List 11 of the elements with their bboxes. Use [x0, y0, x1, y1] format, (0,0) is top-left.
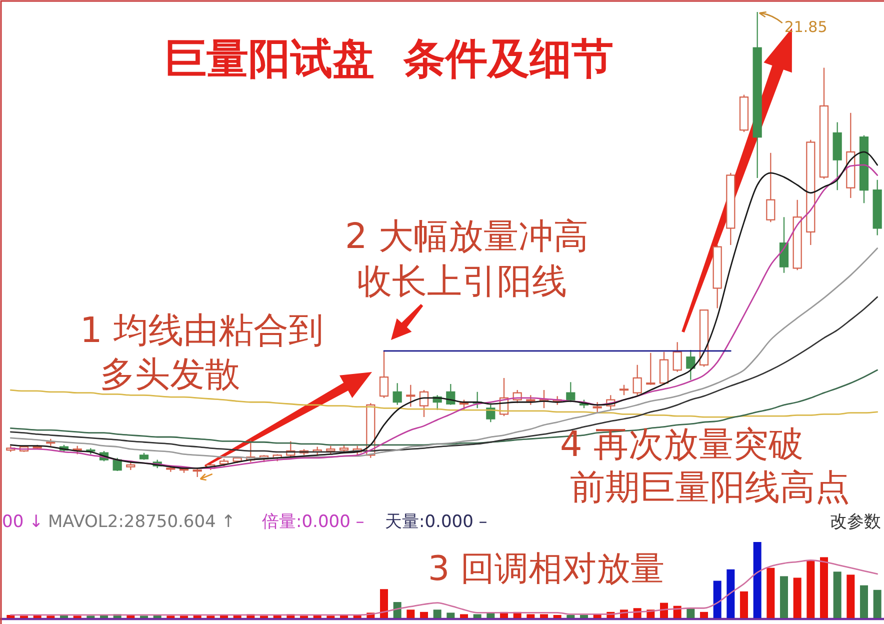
text: 倍量:0.000 –	[262, 512, 364, 532]
annotation: 2 大幅放量冲高收长上引阳线	[345, 217, 588, 302]
annotation: 21.85	[784, 18, 828, 36]
annotation: 3 回调相对放量	[428, 549, 664, 589]
annotation: 4 再次放量突破前期巨量阳线高点	[560, 425, 850, 508]
text: 改参数	[830, 512, 881, 532]
text: 天量:0.000 –	[385, 512, 488, 532]
text: 00 ↓	[2, 512, 44, 532]
text: MAVOL2:28750.604 ↑	[48, 512, 236, 532]
text: 巨量阳试盘 条件及细节	[164, 34, 614, 83]
annotation: 1 均线由粘合到多头发散	[80, 311, 324, 395]
